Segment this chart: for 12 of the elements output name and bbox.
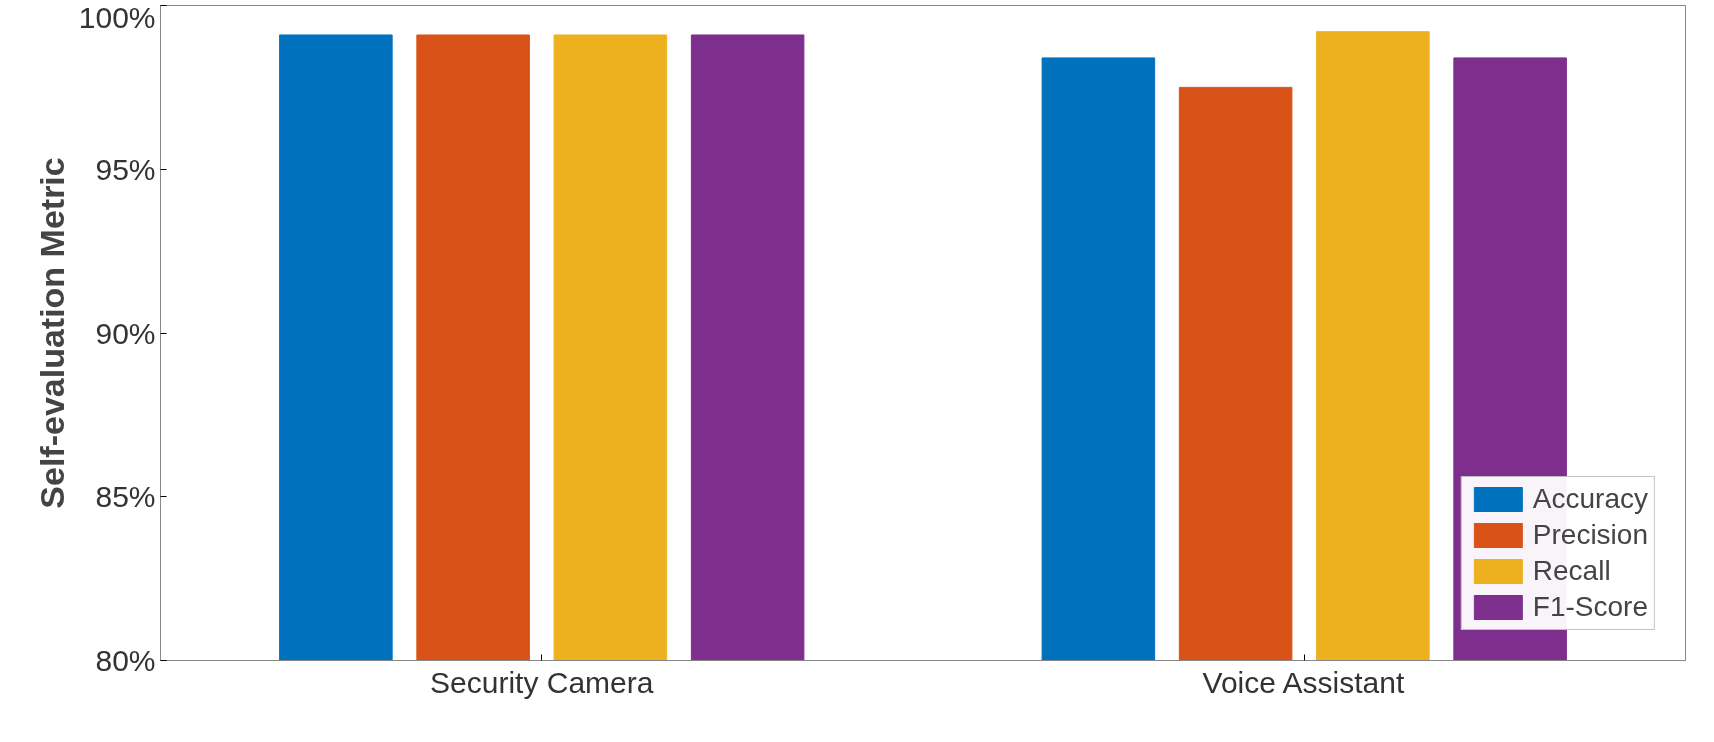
y-tick-label: 95% [95, 152, 156, 186]
x-tick-label: Voice Assistant [1202, 665, 1405, 699]
x-tick-label: Security Camera [430, 665, 654, 699]
legend-label: Precision [1532, 519, 1648, 551]
legend-label: F1-Score [1532, 591, 1648, 623]
y-tick-label: 90% [95, 316, 156, 350]
y-axis-title: Self-evaluation Metric [32, 157, 71, 509]
y-tick-label: 100% [78, 0, 156, 34]
y-tick-label: 80% [95, 644, 156, 677]
legend-label: Accuracy [1532, 483, 1648, 515]
legend-label: Recall [1532, 555, 1611, 587]
y-tick-label: 85% [95, 480, 156, 514]
